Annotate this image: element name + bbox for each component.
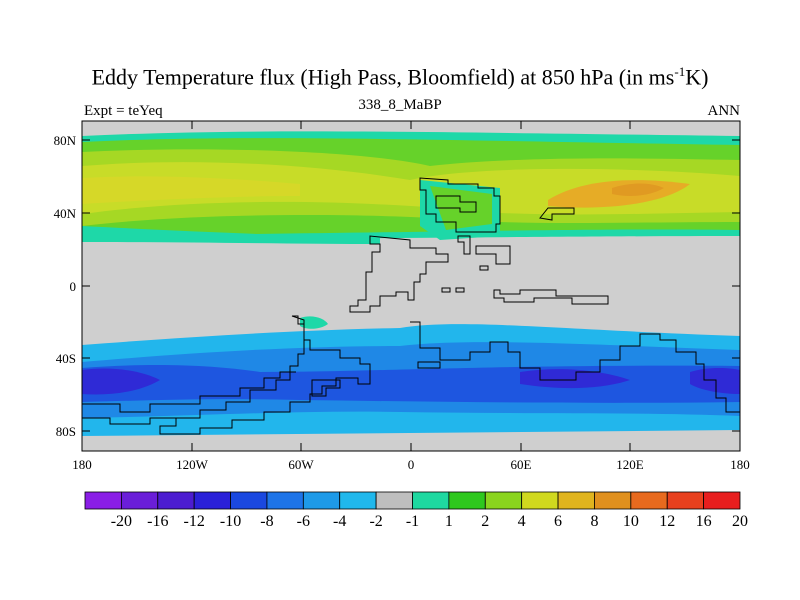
lon-axis: 180 120W 60W 0 60E 120E 180	[72, 121, 750, 472]
coastline-south-inner-loop	[417, 361, 441, 369]
lon-tick-label: 60W	[288, 457, 314, 472]
colorbar-label: -6	[297, 513, 310, 530]
map-field	[82, 121, 740, 451]
tropical-teal-patch	[300, 316, 328, 329]
colorbar-swatch	[594, 491, 632, 510]
lat-tick-label: 40N	[54, 206, 77, 221]
nh-orange-small	[612, 183, 664, 196]
colorbar-label: -8	[260, 513, 273, 530]
colorbar-label: 2	[481, 513, 489, 530]
colorbar-swatch	[703, 491, 741, 510]
colorbar-label: -16	[147, 513, 168, 530]
colorbar-label: -1	[406, 513, 419, 530]
colorbar-label: 10	[623, 513, 639, 530]
colorbar: -20 -16 -12 -10 -8 -6 -4 -2 -1 1 2 4 6 8 10 12 16 20	[84, 491, 748, 530]
map-subtitle: 338_8_MaBP	[358, 97, 442, 113]
lat-tick-label: 0	[70, 279, 77, 294]
lat-axis: 80N 40N 0 40S 80S	[54, 133, 740, 439]
colorbar-swatch	[521, 491, 559, 510]
colorbar-label: 1	[445, 513, 453, 530]
colorbar-label: 20	[732, 513, 748, 530]
colorbar-swatch	[666, 491, 705, 510]
coastline-south-continent-west	[159, 315, 371, 435]
colorbar-swatch	[84, 491, 122, 510]
colorbar-label: 16	[696, 513, 712, 530]
colorbar-swatch	[630, 491, 668, 510]
lon-tick-label: 120W	[176, 457, 209, 472]
coastline-south-continent-sw2	[82, 417, 180, 425]
colorbar-label: -20	[111, 513, 132, 530]
coastline-pacific-arc	[493, 289, 609, 305]
colorbar-swatch	[557, 491, 595, 510]
colorbar-swatch	[484, 491, 523, 510]
coastline-south-continent-inner	[311, 379, 341, 397]
sh-deep-blue-central	[520, 369, 630, 389]
colorbar-label: -10	[220, 513, 241, 530]
lat-tick-label: 80N	[54, 133, 77, 148]
lon-tick-label: 180	[72, 457, 92, 472]
colorbar-swatch	[302, 491, 341, 510]
nh-yellow-core	[82, 176, 300, 204]
colorbar-swatch	[157, 491, 195, 510]
colorbar-swatch	[120, 491, 159, 510]
coastline-eurasia	[419, 177, 501, 233]
lon-tick-label: 180	[730, 457, 750, 472]
coastlines	[82, 177, 740, 435]
colorbar-swatch	[412, 491, 450, 510]
colorbar-label: 8	[590, 513, 598, 530]
colorbar-label: -12	[184, 513, 205, 530]
colorbar-swatch	[230, 491, 268, 510]
tibet-green	[430, 186, 492, 230]
season-label: ANN	[707, 103, 741, 119]
coastline-south-continent-sw	[82, 371, 296, 413]
coastline-east-asia	[475, 245, 511, 265]
lon-tick-label: 0	[408, 457, 415, 472]
experiment-label: Expt = teYeq	[84, 103, 163, 119]
coastline-siberia-arm	[539, 207, 575, 221]
colorbar-label: 12	[659, 513, 675, 530]
colorbar-label: 4	[518, 513, 526, 530]
lat-tick-label: 80S	[56, 424, 76, 439]
colorbar-label: 6	[554, 513, 562, 530]
coastline-south-continent-east	[410, 321, 740, 413]
sh-deep-blue-east	[690, 368, 740, 394]
lon-tick-label: 120E	[616, 457, 644, 472]
sh-dark-blue-band	[82, 365, 740, 403]
lat-tick-label: 40S	[56, 351, 76, 366]
lon-tick-label: 60E	[511, 457, 532, 472]
nh-low-teal	[82, 226, 380, 244]
sh-bottom-gray	[82, 430, 740, 451]
coastline-africa-west	[349, 235, 449, 313]
colorbar-swatch	[448, 491, 486, 510]
colorbar-swatch	[266, 491, 304, 510]
colorbar-label: -4	[333, 513, 346, 530]
coastline-islands	[441, 265, 489, 293]
colorbar-label: -2	[369, 513, 382, 530]
coastline-middle-east	[457, 235, 471, 255]
map-title: Eddy Temperature flux (High Pass, Bloomf…	[91, 64, 709, 90]
sh-deep-blue-west	[82, 368, 160, 395]
coastline-central-asia	[435, 195, 477, 213]
colorbar-swatch	[339, 491, 377, 510]
colorbar-swatch	[375, 491, 413, 510]
colorbar-swatch	[193, 491, 231, 510]
